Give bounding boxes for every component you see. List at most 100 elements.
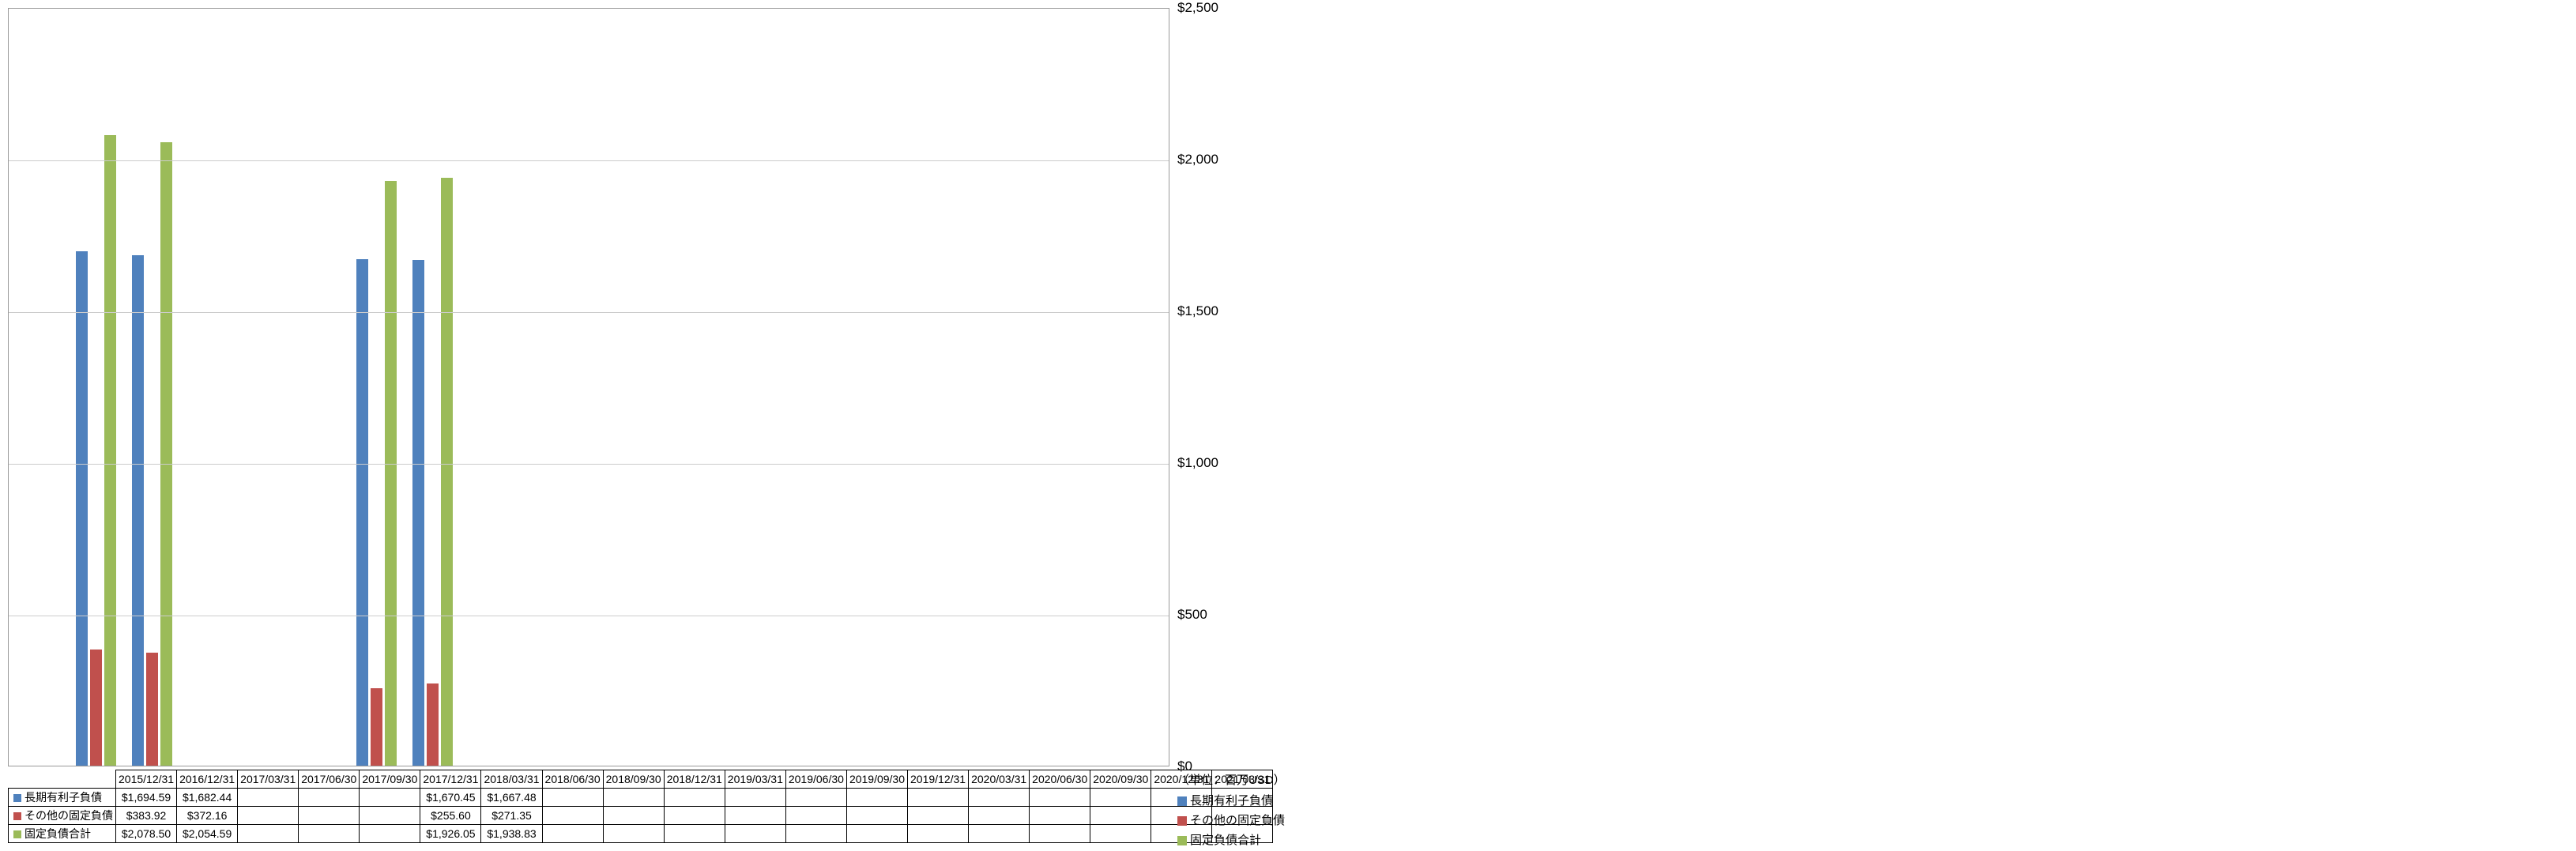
table-cell xyxy=(969,789,1030,807)
gridline xyxy=(9,464,1169,465)
series-color-icon xyxy=(13,794,21,802)
table-col-header: 2020/03/31 xyxy=(969,770,1030,789)
table-cell xyxy=(603,789,664,807)
y-axis: $0$500$1,000$1,500$2,000$2,500 xyxy=(1177,8,1241,766)
table-cell: $1,938.83 xyxy=(481,825,542,843)
table-cell xyxy=(785,807,846,825)
table-cell xyxy=(908,789,969,807)
data-table: 2015/12/312016/12/312017/03/312017/06/30… xyxy=(8,770,1273,843)
legend-item: その他の固定負債 xyxy=(1177,811,1285,828)
table-row: 長期有利子負債$1,694.59$1,682.44$1,670.45$1,667… xyxy=(9,789,1273,807)
table-cell xyxy=(725,825,785,843)
table-cell xyxy=(785,789,846,807)
chart-plot-area xyxy=(8,8,1169,766)
bar-other_fixed_liabilities xyxy=(146,653,158,766)
bar-other_fixed_liabilities xyxy=(90,650,102,766)
table-col-header: 2020/12/31 xyxy=(1151,770,1212,789)
series-color-icon xyxy=(1177,836,1187,845)
chart-legend: 長期有利子負債その他の固定負債固定負債合計 xyxy=(1177,792,1285,851)
table-cell xyxy=(725,807,785,825)
y-tick-label: $500 xyxy=(1177,607,1207,623)
table-cell xyxy=(299,789,360,807)
table-row-header: 固定負債合計 xyxy=(9,825,116,843)
table-col-header: 2017/06/30 xyxy=(299,770,360,789)
bar-other_fixed_liabilities xyxy=(427,683,439,766)
table-cell: $1,694.59 xyxy=(116,789,177,807)
table-col-header: 2019/03/31 xyxy=(725,770,785,789)
table-cell xyxy=(542,807,603,825)
table-col-header: 2019/09/30 xyxy=(846,770,907,789)
table-corner-cell xyxy=(9,770,116,789)
table-cell xyxy=(1090,789,1151,807)
table-cell xyxy=(908,825,969,843)
y-tick-label: $2,000 xyxy=(1177,152,1218,168)
legend-item: 長期有利子負債 xyxy=(1177,792,1285,808)
table-col-header: 2016/12/31 xyxy=(177,770,238,789)
table-row-header: 長期有利子負債 xyxy=(9,789,116,807)
table-col-header: 2018/12/31 xyxy=(664,770,725,789)
table-cell xyxy=(299,825,360,843)
y-tick-label: $1,000 xyxy=(1177,455,1218,471)
gridline xyxy=(9,160,1169,161)
table-cell xyxy=(1030,789,1090,807)
table-col-header: 2018/09/30 xyxy=(603,770,664,789)
table-cell: $271.35 xyxy=(481,807,542,825)
table-cell: $372.16 xyxy=(177,807,238,825)
table-cell xyxy=(238,789,299,807)
table-cell xyxy=(238,825,299,843)
table-cell xyxy=(299,807,360,825)
bar-total_fixed_liabilities xyxy=(441,178,453,766)
bar-long_term_interest_bearing_debt xyxy=(412,260,424,766)
table-col-header: 2021/03/31 xyxy=(1212,770,1273,789)
table-row-header: その他の固定負債 xyxy=(9,807,116,825)
table-cell: $383.92 xyxy=(116,807,177,825)
table-cell xyxy=(360,789,420,807)
table-cell: $255.60 xyxy=(420,807,481,825)
bar-total_fixed_liabilities xyxy=(104,135,116,766)
legend-item: 固定負債合計 xyxy=(1177,831,1285,848)
table-cell: $1,667.48 xyxy=(481,789,542,807)
table-cell xyxy=(664,789,725,807)
bar-total_fixed_liabilities xyxy=(385,181,397,766)
table-col-header: 2015/12/31 xyxy=(116,770,177,789)
table-cell xyxy=(969,825,1030,843)
table-header-row: 2015/12/312016/12/312017/03/312017/06/30… xyxy=(9,770,1273,789)
table-col-header: 2017/09/30 xyxy=(360,770,420,789)
bar-long_term_interest_bearing_debt xyxy=(356,259,368,766)
table-cell: $2,078.50 xyxy=(116,825,177,843)
table-col-header: 2018/03/31 xyxy=(481,770,542,789)
table-cell xyxy=(846,825,907,843)
table-col-header: 2017/12/31 xyxy=(420,770,481,789)
table-col-header: 2019/06/30 xyxy=(785,770,846,789)
gridline xyxy=(9,312,1169,313)
table-cell xyxy=(969,807,1030,825)
table-cell xyxy=(846,789,907,807)
table-cell xyxy=(542,789,603,807)
table-cell xyxy=(785,825,846,843)
table-cell xyxy=(603,825,664,843)
plot-bg xyxy=(8,8,1169,766)
series-color-icon xyxy=(13,830,21,838)
table-cell xyxy=(542,825,603,843)
y-tick-label: $1,500 xyxy=(1177,303,1218,319)
table-cell xyxy=(664,807,725,825)
table-cell: $2,054.59 xyxy=(177,825,238,843)
table-cell xyxy=(603,807,664,825)
table-cell xyxy=(1090,807,1151,825)
table-cell: $1,926.05 xyxy=(420,825,481,843)
bar-long_term_interest_bearing_debt xyxy=(76,251,88,766)
table-row: その他の固定負債$383.92$372.16 $255.60$271.35 xyxy=(9,807,1273,825)
bar-long_term_interest_bearing_debt xyxy=(132,255,144,766)
table-cell xyxy=(238,807,299,825)
table-col-header: 2020/09/30 xyxy=(1090,770,1151,789)
table-cell xyxy=(664,825,725,843)
table-cell xyxy=(360,807,420,825)
bar-total_fixed_liabilities xyxy=(160,142,172,766)
table-row: 固定負債合計$2,078.50$2,054.59 $1,926.05$1,938.… xyxy=(9,825,1273,843)
table-cell xyxy=(846,807,907,825)
series-color-icon xyxy=(1177,796,1187,806)
bars-layer xyxy=(9,9,1169,766)
table-col-header: 2020/06/30 xyxy=(1030,770,1090,789)
table-cell xyxy=(725,789,785,807)
table-cell xyxy=(908,807,969,825)
